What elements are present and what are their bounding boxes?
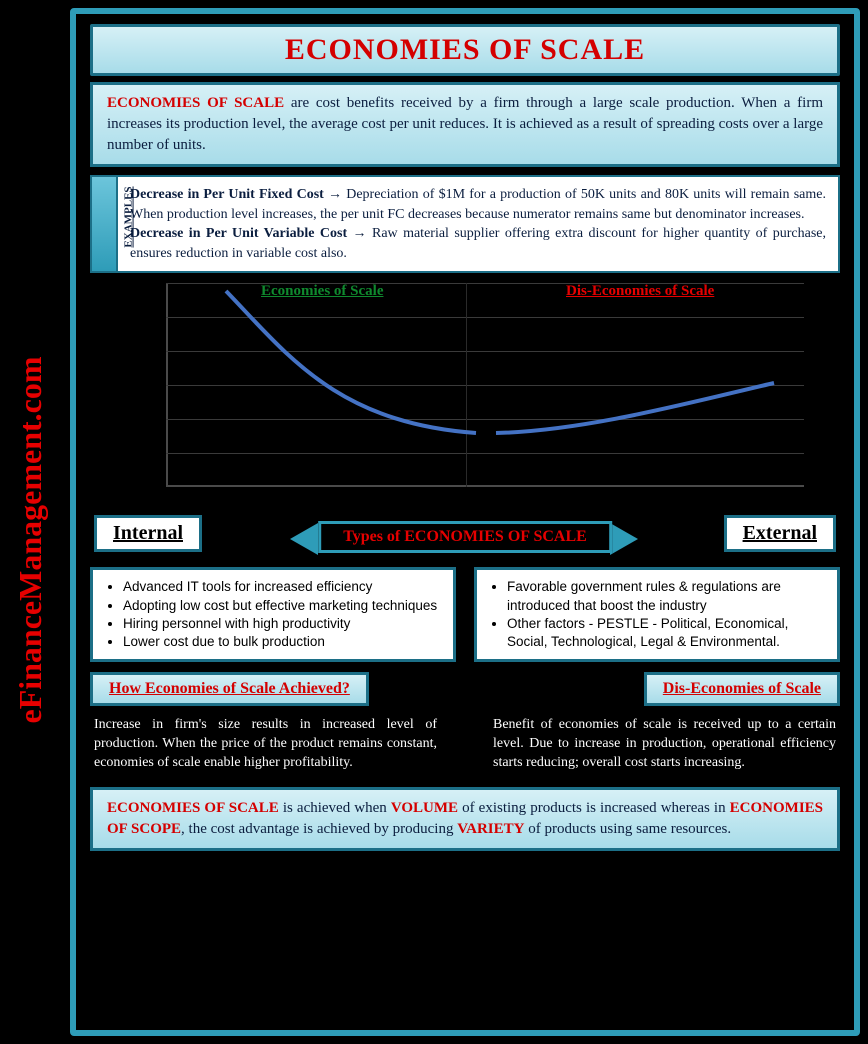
types-header-row: Internal Types of ECONOMIES OF SCALE Ext… — [90, 511, 840, 561]
chart-svg — [166, 283, 806, 487]
list-item: Hiring personnel with high productivity — [123, 615, 443, 633]
watermark-text: eFinanceManagement.com — [10, 520, 50, 560]
how-achieved-text: Increase in firm's size results in incre… — [94, 716, 437, 773]
footer-t2: is achieved when — [279, 800, 391, 816]
footer-t1: ECONOMIES OF SCALE — [107, 800, 279, 816]
footer-t7: VARIETY — [457, 821, 524, 837]
list-item: Other factors - PESTLE - Political, Econ… — [507, 615, 827, 651]
list-item: Advanced IT tools for increased efficien… — [123, 578, 443, 596]
types-center-label: Types of ECONOMIES OF SCALE — [318, 521, 612, 553]
list-item: Adopting low cost but effective marketin… — [123, 597, 443, 615]
footer-t4: of existing products is increased wherea… — [458, 800, 730, 816]
external-list-box: Favorable government rules & regulations… — [474, 567, 840, 662]
page-title: ECONOMIES OF SCALE — [285, 33, 645, 66]
examples-body: Decrease in Per Unit Fixed Cost → Deprec… — [118, 175, 840, 273]
example2-bold: Decrease in Per Unit Variable Cost → — [130, 226, 372, 241]
examples-tab-label: EXAMPLES — [123, 187, 135, 248]
footer-box: ECONOMIES OF SCALE is achieved when VOLU… — [90, 787, 840, 851]
curve-diseconomies — [496, 383, 774, 433]
internal-list-box: Advanced IT tools for increased efficien… — [90, 567, 456, 662]
chart-label-right: Dis-Economies of Scale — [566, 283, 714, 300]
examples-tab: EXAMPLES — [90, 175, 118, 273]
definition-box: ECONOMIES OF SCALE are cost benefits rec… — [90, 82, 840, 167]
chart-label-left: Economies of Scale — [261, 283, 383, 300]
definition-lead: ECONOMIES OF SCALE — [107, 95, 284, 111]
examples-section: EXAMPLES Decrease in Per Unit Fixed Cost… — [90, 175, 840, 273]
example1-bold: Decrease in Per Unit Fixed Cost → — [130, 187, 346, 202]
cost-curve-chart: Economies of Scale Dis-Economies of Scal… — [146, 279, 814, 501]
list-item: Favorable government rules & regulations… — [507, 578, 827, 614]
title-box: ECONOMIES OF SCALE — [90, 24, 840, 76]
internal-chip: Internal — [94, 515, 202, 552]
page-frame: ECONOMIES OF SCALE ECONOMIES OF SCALE ar… — [70, 8, 860, 1036]
footer-t3: VOLUME — [391, 800, 458, 816]
diseconomies-heading: Dis-Economies of Scale — [644, 672, 840, 706]
footer-t6: , the cost advantage is achieved by prod… — [181, 821, 457, 837]
arrow-right-icon — [610, 523, 638, 555]
footer-t8: of products using same resources. — [524, 821, 731, 837]
external-chip: External — [724, 515, 836, 552]
list-item: Lower cost due to bulk production — [123, 633, 443, 651]
diseconomies-text: Benefit of economies of scale is receive… — [493, 716, 836, 773]
types-columns: Advanced IT tools for increased efficien… — [90, 567, 840, 662]
subhead-row: How Economies of Scale Achieved? Dis-Eco… — [90, 672, 840, 706]
arrow-left-icon — [290, 523, 318, 555]
how-achieved-heading: How Economies of Scale Achieved? — [90, 672, 369, 706]
curve-economies — [226, 291, 476, 433]
